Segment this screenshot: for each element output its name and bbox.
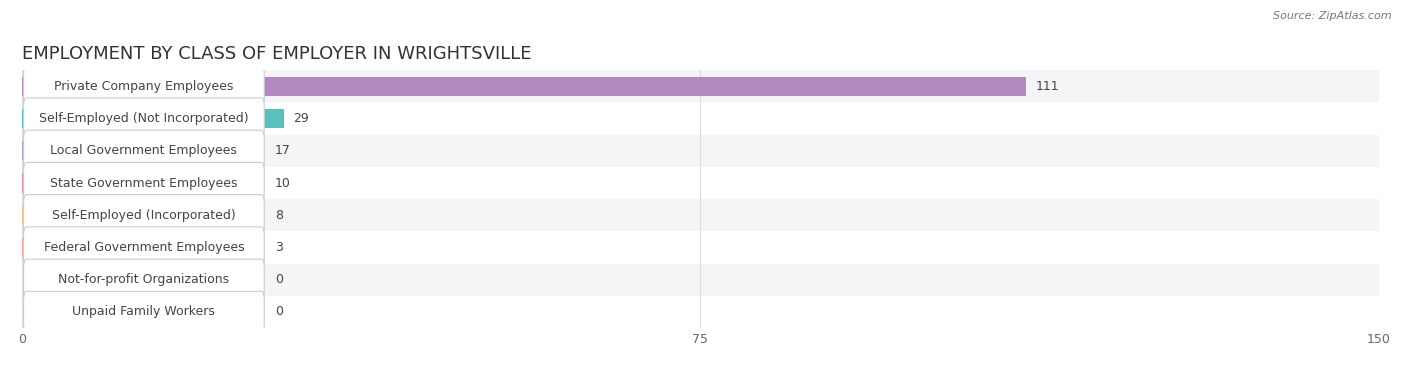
Bar [21,206,94,225]
Bar [21,167,1379,199]
FancyBboxPatch shape [24,227,264,268]
Text: Source: ZipAtlas.com: Source: ZipAtlas.com [1274,11,1392,21]
Text: 17: 17 [276,144,291,157]
FancyBboxPatch shape [24,195,264,236]
Text: 10: 10 [276,176,291,190]
FancyBboxPatch shape [24,66,264,107]
FancyBboxPatch shape [24,162,264,204]
Text: 0: 0 [276,305,283,318]
Bar [21,199,1379,231]
Bar [21,238,49,257]
Bar [21,135,1379,167]
Bar [21,296,1379,328]
FancyBboxPatch shape [24,291,264,333]
Text: 0: 0 [276,273,283,286]
Text: Local Government Employees: Local Government Employees [51,144,238,157]
Bar [21,102,1379,135]
Text: EMPLOYMENT BY CLASS OF EMPLOYER IN WRIGHTSVILLE: EMPLOYMENT BY CLASS OF EMPLOYER IN WRIGH… [21,45,531,63]
Bar [21,77,1026,96]
Text: Unpaid Family Workers: Unpaid Family Workers [73,305,215,318]
Text: Self-Employed (Incorporated): Self-Employed (Incorporated) [52,209,236,222]
Bar [21,70,1379,102]
Text: 111: 111 [1035,80,1059,93]
FancyBboxPatch shape [24,259,264,300]
Text: 29: 29 [294,112,309,125]
Bar [21,109,284,128]
Text: Federal Government Employees: Federal Government Employees [44,241,245,254]
Text: Not-for-profit Organizations: Not-for-profit Organizations [58,273,229,286]
FancyBboxPatch shape [24,98,264,139]
Text: Private Company Employees: Private Company Employees [55,80,233,93]
Text: State Government Employees: State Government Employees [51,176,238,190]
Text: 3: 3 [276,241,283,254]
Bar [21,173,112,193]
Bar [21,141,176,161]
Bar [21,231,1379,264]
Text: 8: 8 [276,209,283,222]
Bar [21,264,1379,296]
FancyBboxPatch shape [24,130,264,171]
Text: Self-Employed (Not Incorporated): Self-Employed (Not Incorporated) [39,112,249,125]
